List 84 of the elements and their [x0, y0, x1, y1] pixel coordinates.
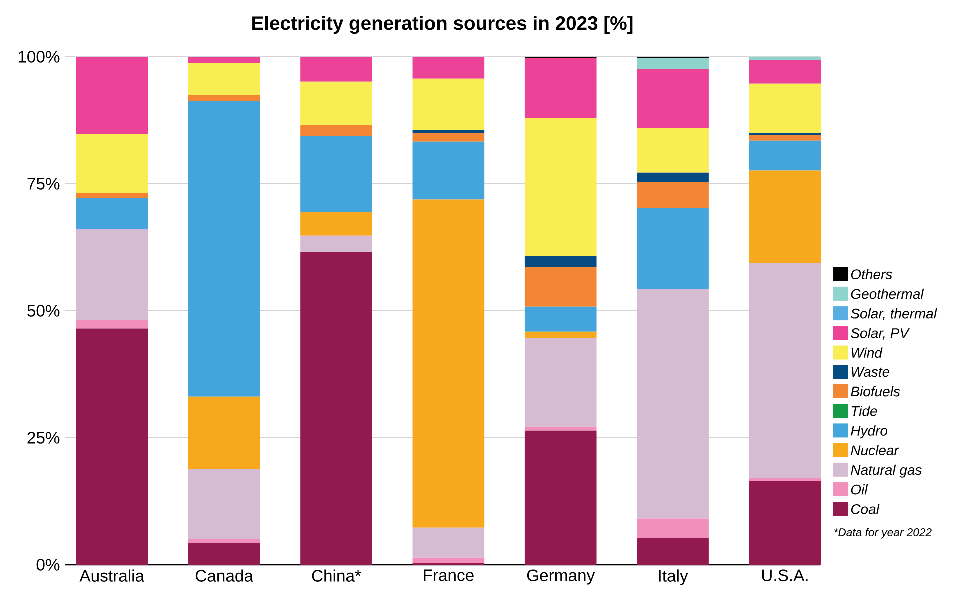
x-tick-label: Germany	[527, 570, 596, 585]
bar	[524, 338, 597, 427]
bar	[637, 58, 709, 70]
bar	[76, 328, 148, 565]
bar	[749, 263, 822, 478]
legend-label: Oil	[851, 484, 868, 495]
bar	[749, 140, 822, 171]
bar	[637, 128, 709, 173]
bar	[188, 95, 260, 102]
bar	[524, 118, 597, 256]
bar	[412, 78, 485, 130]
bar	[637, 172, 709, 182]
bar	[188, 101, 260, 397]
bar	[412, 133, 485, 142]
bar	[412, 56, 485, 79]
bar	[76, 229, 148, 320]
y-tick-label: 75%	[28, 178, 60, 190]
x-tick-label: U.S.A.	[762, 570, 808, 582]
x-tick-label: France	[424, 570, 474, 582]
bar	[524, 267, 597, 307]
text: *Data for year 2022	[834, 528, 932, 539]
bar	[637, 538, 709, 565]
bar	[188, 56, 260, 64]
y-tick-label: 100%	[18, 51, 60, 63]
bar	[524, 332, 597, 338]
bar	[76, 193, 148, 198]
legend-label: Nuclear	[851, 445, 900, 456]
bar	[524, 430, 597, 565]
bar	[76, 134, 148, 194]
bar	[188, 63, 260, 96]
bar	[524, 58, 597, 118]
bar	[637, 208, 709, 290]
bar	[749, 478, 822, 482]
bar	[300, 82, 372, 126]
bar	[637, 182, 709, 208]
legend-label: Natural gas	[851, 464, 922, 478]
bar	[412, 130, 485, 134]
bar	[524, 306, 597, 332]
legend-label: Geothermal	[851, 288, 924, 300]
chart-title: Electricity generation sources in 2023 [%]	[252, 16, 633, 34]
bar	[300, 212, 372, 236]
legend-label: Waste	[852, 367, 890, 378]
bar	[300, 56, 372, 82]
legend-label: Others	[851, 269, 892, 280]
legend-label: Solar, PV	[851, 328, 910, 340]
bar	[412, 142, 485, 200]
legend-label: Hydro	[851, 426, 888, 439]
bar	[524, 256, 597, 268]
bar	[749, 170, 822, 264]
bar	[76, 56, 148, 134]
bar	[188, 543, 260, 565]
bar	[300, 125, 372, 136]
bar	[300, 236, 372, 252]
bar	[637, 69, 709, 128]
legend-label: Coal	[851, 504, 880, 514]
bar	[749, 56, 822, 60]
bar	[76, 198, 148, 230]
bar	[76, 320, 148, 329]
bar	[188, 468, 260, 540]
legend-label: Biofuels	[851, 386, 900, 397]
bar	[188, 396, 260, 469]
bar	[524, 426, 597, 431]
x-tick-label: Australia	[80, 570, 145, 582]
bar	[637, 518, 709, 538]
legend-label: Tide	[852, 406, 878, 416]
y-tick-label: 25%	[28, 432, 60, 444]
x-tick-label: China*	[312, 570, 362, 582]
bar	[300, 136, 372, 212]
y-tick-label: 50%	[28, 305, 60, 317]
y-tick-label: 0%	[36, 559, 60, 571]
bar	[412, 528, 485, 558]
bar	[749, 481, 822, 565]
x-tick-label: Italy	[659, 570, 688, 586]
legend-label: Wind	[852, 348, 883, 358]
x-tick-label: Canada	[196, 570, 254, 582]
legend-label: Solar, thermal	[851, 308, 938, 320]
bar	[749, 135, 822, 141]
bar	[749, 60, 822, 84]
bar	[749, 84, 822, 134]
bar	[412, 558, 485, 563]
bar	[412, 200, 485, 528]
bar	[188, 539, 260, 544]
bar	[300, 252, 372, 565]
bar	[637, 289, 709, 519]
